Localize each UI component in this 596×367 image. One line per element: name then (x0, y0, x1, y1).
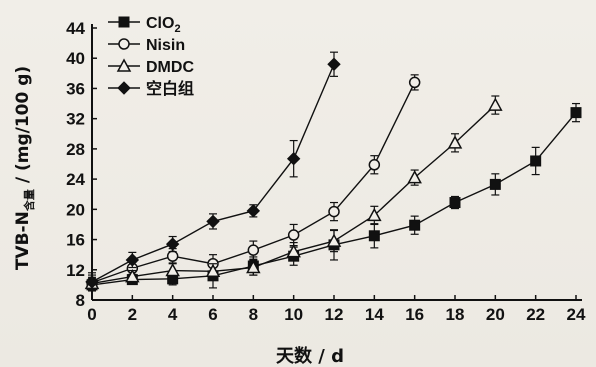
data-point (447, 135, 463, 149)
legend-marker (116, 58, 132, 72)
x-tick-label: 4 (168, 305, 178, 324)
x-tick-label: 20 (486, 305, 505, 324)
data-point (368, 230, 380, 242)
x-tick-label: 16 (405, 305, 424, 324)
data-point (125, 269, 140, 283)
x-tick-label: 14 (365, 305, 384, 324)
data-point (408, 76, 421, 89)
data-point (247, 244, 260, 256)
x-tick-label: 12 (325, 305, 344, 324)
legend-item-0: ClO2 (108, 15, 181, 35)
data-point (367, 207, 382, 222)
data-point (85, 275, 99, 289)
data-point (570, 107, 582, 119)
x-tick-label: 22 (526, 305, 545, 324)
y-tick-label: 32 (66, 110, 85, 129)
series-0 (86, 102, 582, 292)
y-tick-label: 24 (66, 170, 85, 189)
data-point (368, 159, 381, 171)
legend-marker (118, 16, 130, 28)
data-point (246, 259, 261, 274)
x-axis-label: 天数 / d (276, 345, 344, 367)
series-line (91, 63, 335, 283)
legend-label: DMDC (146, 59, 194, 76)
x-tick-label: 2 (128, 305, 137, 324)
y-axis-label-sub: 含量 (22, 189, 36, 212)
x-tick-label: 18 (446, 305, 465, 324)
series-3 (85, 51, 341, 292)
x-tick-label: 10 (284, 305, 303, 324)
data-point (449, 197, 461, 209)
legend-label: Nisin (146, 37, 185, 54)
legend-label: 空白组 (146, 79, 194, 98)
legend-marker (118, 38, 130, 50)
data-point (246, 204, 261, 218)
x-tick-label: 0 (87, 305, 96, 324)
data-point (286, 244, 301, 258)
y-tick-label: 40 (66, 49, 85, 68)
data-point (206, 214, 220, 229)
x-tick-label: 8 (249, 305, 258, 324)
y-axis-label-main: TVB-N (13, 211, 33, 270)
y-tick-label: 28 (66, 140, 85, 159)
data-point (407, 170, 422, 184)
legend-label: ClO2 (146, 15, 181, 35)
data-point (286, 152, 301, 166)
y-tick-label: 12 (66, 261, 85, 280)
y-axis-label-unit: / (mg/100 g) (13, 66, 33, 183)
data-point (488, 97, 503, 111)
data-point (327, 57, 341, 71)
data-point (166, 250, 179, 262)
y-tick-label: 16 (66, 231, 85, 250)
legend-marker (117, 81, 131, 95)
series-2 (84, 95, 503, 291)
y-tick-label: 8 (76, 291, 85, 310)
y-tick-label: 44 (66, 19, 85, 38)
data-point (489, 178, 501, 190)
legend-item-3: 空白组 (108, 79, 194, 98)
data-point (409, 219, 421, 231)
y-axis-label: TVB-N含量 / (mg/100 g) (13, 66, 36, 270)
data-point (530, 155, 542, 167)
legend-item-2: DMDC (108, 58, 194, 76)
y-tick-label: 20 (66, 200, 85, 219)
data-point (287, 229, 300, 241)
data-point (125, 253, 140, 267)
x-tick-label: 6 (208, 305, 217, 324)
y-tick-label: 36 (66, 79, 85, 98)
x-tick-label: 24 (567, 305, 586, 324)
data-point (328, 205, 340, 218)
data-point (326, 233, 342, 247)
data-point (165, 262, 180, 277)
data-point (165, 237, 180, 251)
legend-item-1: Nisin (108, 37, 185, 54)
data-point (205, 263, 221, 278)
